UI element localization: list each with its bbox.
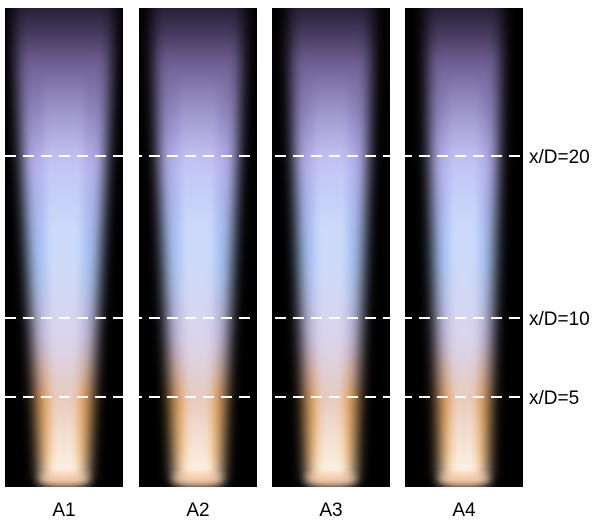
flame-photo <box>405 8 523 487</box>
panel-label: A4 <box>452 500 476 521</box>
flame-photo <box>272 8 390 487</box>
burner-glow <box>38 472 90 486</box>
flame-photo <box>5 8 123 487</box>
panel-label: A3 <box>319 500 342 521</box>
flame-core <box>42 68 86 477</box>
burner-glow <box>172 472 224 486</box>
station-label: x/D=5 <box>529 388 579 409</box>
station-label: x/D=20 <box>529 147 590 168</box>
panel-label: A2 <box>186 500 209 521</box>
burner-glow <box>305 472 357 486</box>
burner-glow <box>438 472 490 486</box>
flame-photo <box>139 8 257 487</box>
flame-core <box>177 68 219 477</box>
panel-label: A1 <box>52 500 75 521</box>
flame-core <box>312 68 350 477</box>
flame-core <box>447 68 481 477</box>
station-label: x/D=10 <box>529 309 590 330</box>
